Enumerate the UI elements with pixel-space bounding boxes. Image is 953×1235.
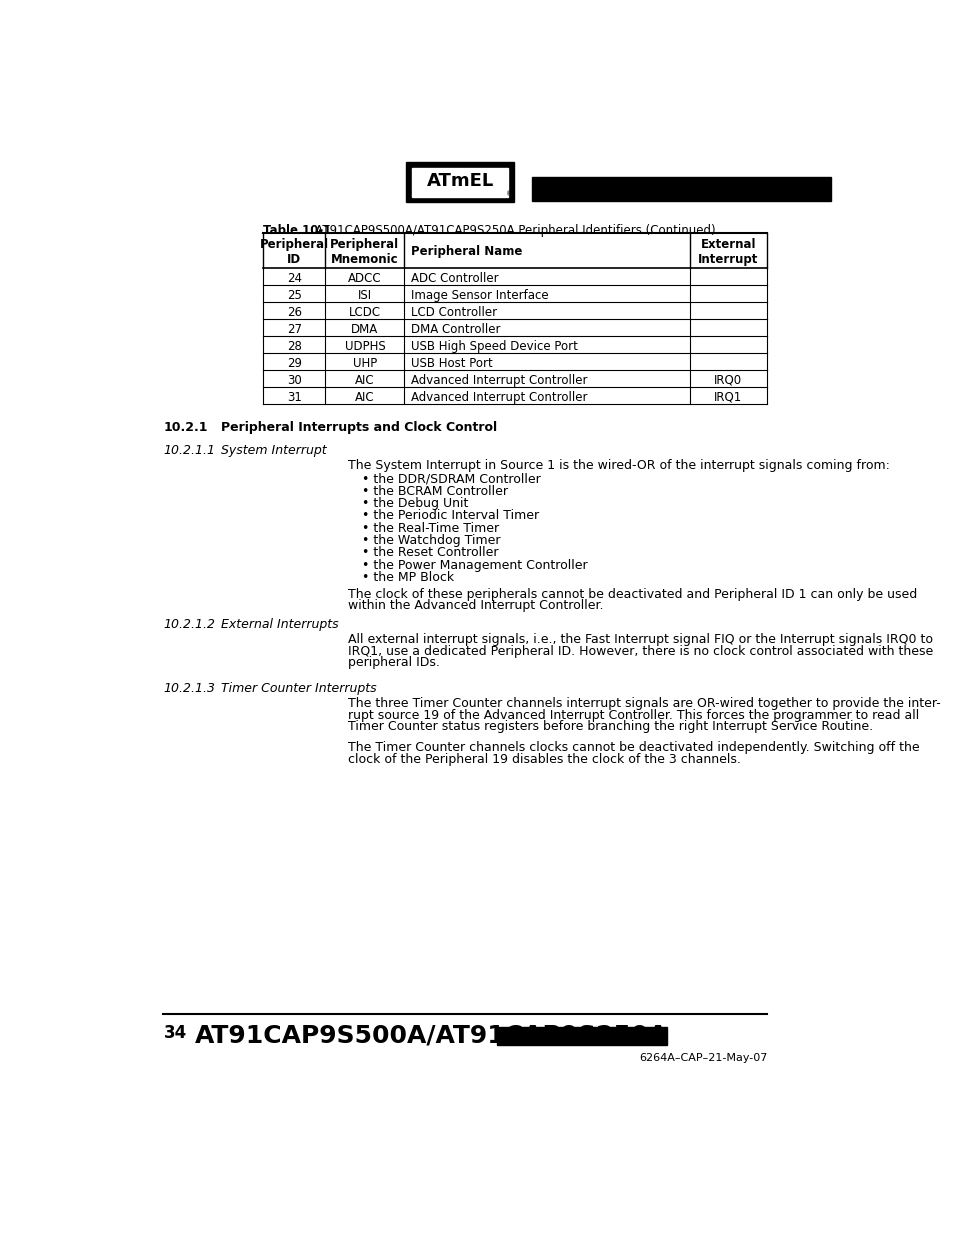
Text: System Interrupt: System Interrupt [220,443,326,457]
Text: rupt source 19 of the Advanced Interrupt Controller. This forces the programmer : rupt source 19 of the Advanced Interrupt… [348,709,918,721]
Text: 10.2.1.2: 10.2.1.2 [163,618,215,631]
Text: 29: 29 [287,357,301,369]
Text: • the DDR/SDRAM Controller: • the DDR/SDRAM Controller [361,472,540,485]
Text: 24: 24 [287,272,301,285]
Text: DMA Controller: DMA Controller [410,324,499,336]
Text: 31: 31 [287,390,301,404]
Text: DMA: DMA [351,324,378,336]
Text: • the Debug Unit: • the Debug Unit [361,496,468,510]
Text: LCDC: LCDC [349,306,380,319]
Text: ATmEL: ATmEL [426,172,494,189]
Text: The clock of these peripherals cannot be deactivated and Peripheral ID 1 can onl: The clock of these peripherals cannot be… [348,588,916,601]
Text: External Interrupts: External Interrupts [220,618,338,631]
Text: • the BCRAM Controller: • the BCRAM Controller [361,484,507,498]
Text: 10.2.1.1: 10.2.1.1 [163,443,215,457]
Text: ADC Controller: ADC Controller [410,272,497,285]
Text: ISI: ISI [357,289,372,303]
Text: • the Power Management Controller: • the Power Management Controller [361,558,587,572]
Text: Timer Counter status registers before branching the right Interrupt Service Rout: Timer Counter status registers before br… [348,720,872,734]
Text: Peripheral
Mnemonic: Peripheral Mnemonic [330,237,399,266]
Bar [497,1026,666,1045]
Text: The three Timer Counter channels interrupt signals are OR-wired together to prov: The three Timer Counter channels interru… [348,698,940,710]
Text: UDPHS: UDPHS [344,340,385,353]
Text: UHP: UHP [353,357,376,369]
Bar [412,168,508,198]
Text: peripheral IDs.: peripheral IDs. [348,656,439,669]
Text: The Timer Counter channels clocks cannot be deactivated independently. Switching: The Timer Counter channels clocks cannot… [348,741,919,755]
Text: ®: ® [505,191,513,198]
Text: IRQ1: IRQ1 [714,390,741,404]
Text: Peripheral
ID: Peripheral ID [259,237,329,266]
Text: AT91CAP9S500A/AT91CAP9S250A: AT91CAP9S500A/AT91CAP9S250A [194,1024,667,1047]
Text: IRQ0: IRQ0 [714,374,741,387]
Bar [406,162,514,203]
Text: 30: 30 [287,374,301,387]
Text: Image Sensor Interface: Image Sensor Interface [410,289,548,303]
Text: • the Watchdog Timer: • the Watchdog Timer [361,534,499,547]
Text: • the Periodic Interval Timer: • the Periodic Interval Timer [361,509,538,522]
Text: 28: 28 [287,340,301,353]
Text: • the Reset Controller: • the Reset Controller [361,546,497,559]
Text: Timer Counter Interrupts: Timer Counter Interrupts [220,682,376,695]
Text: 27: 27 [287,324,301,336]
Text: USB Host Port: USB Host Port [410,357,492,369]
Text: IRQ1, use a dedicated Peripheral ID. However, there is no clock control associat: IRQ1, use a dedicated Peripheral ID. How… [348,645,932,658]
Text: 10.2.1.3: 10.2.1.3 [163,682,215,695]
Text: AIC: AIC [355,390,375,404]
Text: External
Interrupt: External Interrupt [698,237,758,266]
Text: AT91CAP9S500A/AT91CAP9S250A Peripheral Identifiers (Continued): AT91CAP9S500A/AT91CAP9S250A Peripheral I… [303,224,715,237]
Text: LCD Controller: LCD Controller [410,306,497,319]
Text: All external interrupt signals, i.e., the Fast Interrupt signal FIQ or the Inter: All external interrupt signals, i.e., th… [348,634,932,646]
Text: Peripheral Name: Peripheral Name [410,246,521,258]
Text: 10.2.1: 10.2.1 [163,421,208,433]
Text: 6264A–CAP–21-May-07: 6264A–CAP–21-May-07 [639,1053,766,1063]
Text: ADCC: ADCC [348,272,381,285]
Text: 26: 26 [287,306,301,319]
Text: AIC: AIC [355,374,375,387]
Text: USB High Speed Device Port: USB High Speed Device Port [410,340,577,353]
Text: Advanced Interrupt Controller: Advanced Interrupt Controller [410,374,586,387]
Text: Advanced Interrupt Controller: Advanced Interrupt Controller [410,390,586,404]
Text: within the Advanced Interrupt Controller.: within the Advanced Interrupt Controller… [348,599,602,613]
Text: • the MP Block: • the MP Block [361,571,454,584]
Bar [532,178,830,200]
Text: The System Interrupt in Source 1 is the wired-OR of the interrupt signals coming: The System Interrupt in Source 1 is the … [348,459,889,472]
Text: clock of the Peripheral 19 disables the clock of the 3 channels.: clock of the Peripheral 19 disables the … [348,752,740,766]
Text: • the Real-Time Timer: • the Real-Time Timer [361,521,498,535]
Text: 25: 25 [287,289,301,303]
Text: Peripheral Interrupts and Clock Control: Peripheral Interrupts and Clock Control [220,421,497,433]
Text: 34: 34 [163,1024,187,1041]
Text: Table 10-1.: Table 10-1. [263,224,336,237]
